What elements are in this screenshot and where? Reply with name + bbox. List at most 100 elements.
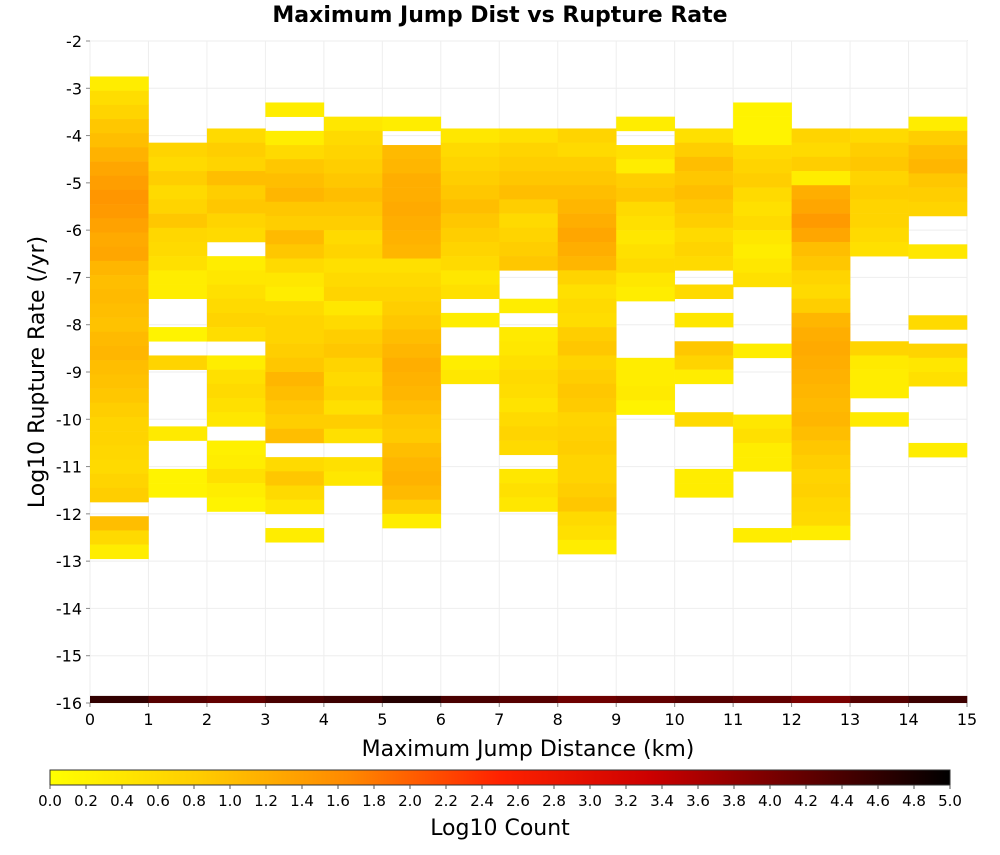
heatmap-cell (499, 142, 559, 158)
y-tick-label: -13 (56, 552, 82, 571)
heatmap-cell (791, 284, 851, 300)
heatmap-cell (674, 412, 734, 427)
heatmap-floor-cell (616, 695, 675, 703)
heatmap-cell (791, 468, 851, 484)
heatmap-cell (674, 199, 734, 214)
x-axis-label: Maximum Jump Distance (km) (362, 737, 695, 762)
heatmap-cell (850, 241, 909, 257)
heatmap-cell (733, 215, 792, 231)
heatmap-cell (265, 201, 325, 217)
heatmap-cell (557, 369, 617, 385)
heatmap-cell (265, 528, 325, 543)
heatmap-cell (90, 204, 149, 219)
heatmap-floor-cell (265, 695, 325, 703)
heatmap-cell (265, 215, 325, 231)
heatmap-cell (791, 298, 851, 314)
heatmap-cell (382, 215, 442, 231)
heatmap-cell (908, 173, 968, 188)
heatmap-cell (382, 315, 442, 330)
heatmap-cell (557, 171, 617, 186)
x-tick-label: 1 (143, 710, 153, 729)
heatmap-cell (791, 412, 851, 427)
heatmap-cell (323, 372, 383, 387)
heatmap-cell (557, 483, 617, 498)
heatmap-cell (616, 386, 675, 401)
heatmap-cell (382, 116, 442, 132)
heatmap-cells (90, 76, 968, 703)
heatmap-cell (499, 468, 559, 484)
heatmap-cell (265, 258, 325, 273)
heatmap-cell (733, 343, 792, 359)
heatmap-cell (733, 201, 792, 217)
heatmap-cell (499, 327, 559, 342)
heatmap-cell (323, 343, 383, 359)
heatmap-cell (206, 199, 266, 214)
heatmap-cell (616, 272, 675, 288)
heatmap-cell (265, 173, 325, 188)
heatmap-cell (206, 369, 266, 385)
heatmap-floor-cell (323, 695, 383, 703)
heatmap-cell (557, 270, 617, 285)
y-tick-label: -8 (66, 316, 82, 335)
heatmap-cell (206, 327, 266, 342)
heatmap-cell (265, 145, 325, 160)
heatmap-cell (499, 440, 559, 456)
heatmap-cell (499, 355, 559, 370)
heatmap-cell (148, 199, 208, 214)
heatmap-cell (674, 355, 734, 370)
heatmap-cell (557, 284, 617, 300)
heatmap-cell (382, 173, 442, 188)
heatmap-cell (733, 187, 792, 203)
heatmap-cell (440, 355, 500, 370)
heatmap-cell (850, 171, 909, 186)
heatmap-cell (557, 199, 617, 214)
heatmap-cell (323, 187, 383, 203)
heatmap-cell (382, 400, 442, 415)
heatmap-cell (791, 341, 851, 356)
heatmap-cell (206, 142, 266, 158)
x-tick-label: 14 (898, 710, 918, 729)
colorbar-tick-label: 2.4 (470, 792, 494, 810)
heatmap-cell (206, 156, 266, 172)
heatmap-cell (382, 145, 442, 160)
colorbar (49, 769, 951, 786)
y-tick-label: -11 (56, 458, 82, 477)
heatmap-cell (206, 270, 266, 285)
heatmap-cell (265, 130, 325, 146)
heatmap-cell (850, 341, 909, 356)
heatmap-cell (499, 199, 559, 214)
colorbar-tick-label: 0.4 (110, 792, 134, 810)
x-tick-label: 5 (377, 710, 387, 729)
heatmap-cell (206, 227, 266, 243)
heatmap-cell (382, 286, 442, 302)
heatmap-cell (791, 454, 851, 470)
heatmap-cell (90, 246, 149, 262)
heatmap-cell (908, 187, 968, 203)
x-tick-label: 13 (840, 710, 860, 729)
heatmap-cell (323, 357, 383, 373)
y-tick-label: -16 (56, 694, 82, 713)
y-axis-label: Log10 Rupture Rate (/yr) (25, 236, 50, 508)
heatmap-cell (265, 471, 325, 486)
heatmap-cell (791, 312, 851, 328)
heatmap-cell (499, 383, 559, 399)
heatmap-cell (323, 258, 383, 273)
heatmap-cell (557, 426, 617, 441)
colorbar-tick-label: 2.6 (506, 792, 530, 810)
heatmap-cell (499, 171, 559, 186)
heatmap-cell (90, 189, 149, 205)
heatmap-cell (908, 372, 968, 387)
heatmap-cell (791, 369, 851, 385)
heatmap-cell (850, 383, 909, 399)
heatmap-cell (674, 468, 734, 484)
heatmap-cell (499, 128, 559, 143)
heatmap-cell (382, 499, 442, 515)
heatmap-cell (557, 539, 617, 555)
heatmap-cell (440, 270, 500, 285)
heatmap-cell (791, 398, 851, 413)
heatmap-cell (733, 230, 792, 245)
heatmap-cell (265, 315, 325, 330)
x-axis-ticks: 0 1 2 3 4 5 6 7 8 9 10 11 12 13 14 15 (85, 703, 977, 729)
heatmap-cell (674, 483, 734, 498)
colorbar-tick-label: 2.0 (398, 792, 422, 810)
